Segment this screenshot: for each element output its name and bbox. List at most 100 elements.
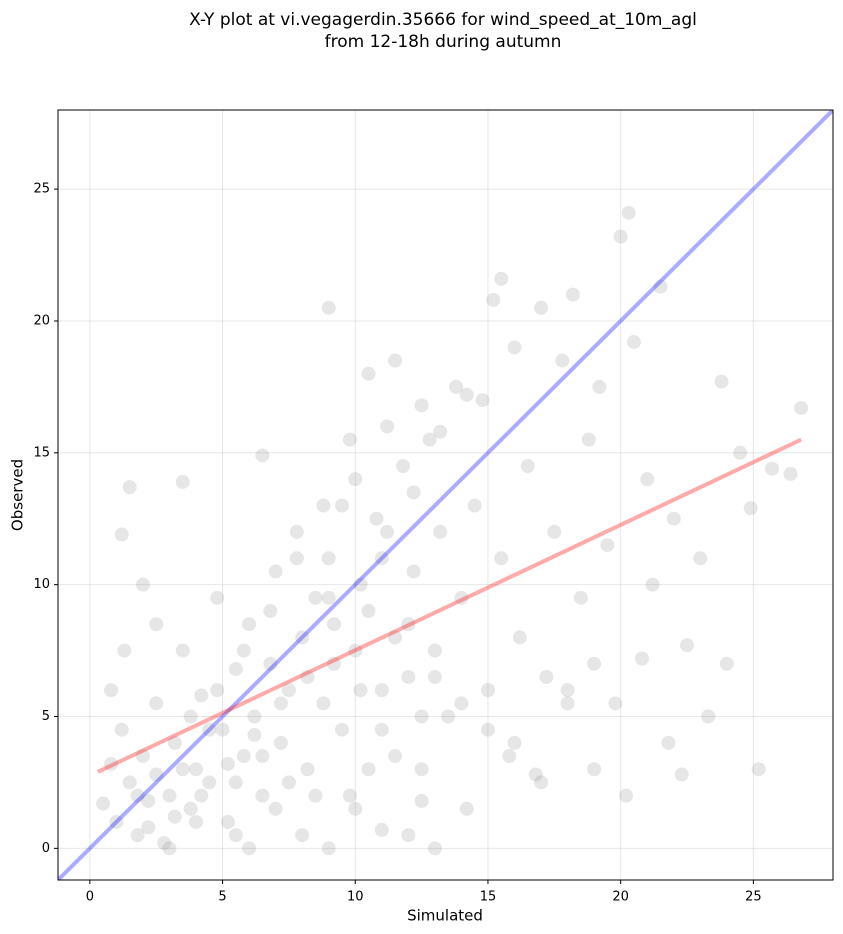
point [480, 722, 495, 737]
point [560, 696, 575, 711]
point [680, 638, 695, 653]
point [608, 696, 623, 711]
point [247, 709, 262, 724]
point [494, 271, 509, 286]
point [321, 300, 336, 315]
point [353, 683, 368, 698]
x-tick-label: 20 [612, 890, 629, 905]
point [236, 643, 251, 658]
point [751, 762, 766, 777]
point [374, 822, 389, 837]
y-tick-label: 5 [42, 709, 50, 724]
point [388, 630, 403, 645]
point [236, 749, 251, 764]
point [414, 398, 429, 413]
point [162, 841, 177, 856]
point [414, 793, 429, 808]
point [361, 604, 376, 619]
point [693, 551, 708, 566]
point [454, 696, 469, 711]
point [189, 762, 204, 777]
point [427, 643, 442, 658]
point [348, 472, 363, 487]
point [202, 722, 217, 737]
point [268, 801, 283, 816]
point [167, 809, 182, 824]
point [96, 796, 111, 811]
point [247, 727, 262, 742]
point [175, 762, 190, 777]
point [334, 498, 349, 513]
point [300, 669, 315, 684]
reference-line [96, 437, 803, 774]
point [263, 604, 278, 619]
point [295, 630, 310, 645]
point [380, 419, 395, 434]
point [122, 480, 137, 495]
point [348, 643, 363, 658]
point [210, 590, 225, 605]
point [534, 300, 549, 315]
point [149, 767, 164, 782]
point [374, 722, 389, 737]
point [494, 551, 509, 566]
point [539, 669, 554, 684]
point [289, 524, 304, 539]
point [459, 801, 474, 816]
point [475, 393, 490, 408]
point [300, 762, 315, 777]
point [327, 617, 342, 632]
reference-line [58, 110, 833, 880]
point [388, 353, 403, 368]
point [555, 353, 570, 368]
point [653, 279, 668, 294]
point [228, 662, 243, 677]
point [427, 669, 442, 684]
point [743, 501, 758, 516]
point [661, 735, 676, 750]
point [316, 498, 331, 513]
point [520, 458, 535, 473]
point [592, 379, 607, 394]
point [480, 683, 495, 698]
point [674, 767, 689, 782]
point [220, 814, 235, 829]
point [396, 458, 411, 473]
point [783, 466, 798, 481]
point [130, 788, 145, 803]
point [719, 656, 734, 671]
point [321, 551, 336, 566]
x-tick-label: 0 [86, 890, 94, 905]
point [268, 564, 283, 579]
point [467, 498, 482, 513]
point [348, 801, 363, 816]
x-tick-label: 5 [218, 890, 226, 905]
point [600, 538, 615, 553]
chart-subtitle: from 12-18h during autumn [325, 32, 562, 52]
point [353, 577, 368, 592]
point [427, 841, 442, 856]
point [502, 749, 517, 764]
point [321, 590, 336, 605]
point [422, 432, 437, 447]
point [202, 775, 217, 790]
point [130, 828, 145, 843]
point [534, 775, 549, 790]
point [613, 229, 628, 244]
point [581, 432, 596, 447]
point [289, 551, 304, 566]
x-tick-label: 25 [745, 890, 762, 905]
point [587, 762, 602, 777]
point [273, 696, 288, 711]
point [433, 424, 448, 439]
point [167, 735, 182, 750]
y-tick-label: 15 [33, 445, 50, 460]
point [507, 340, 522, 355]
plot-area [58, 110, 833, 880]
y-tick-label: 20 [33, 313, 50, 328]
point [255, 788, 270, 803]
point [117, 643, 132, 658]
point [189, 814, 204, 829]
point [401, 828, 416, 843]
x-tick-label: 15 [480, 890, 497, 905]
